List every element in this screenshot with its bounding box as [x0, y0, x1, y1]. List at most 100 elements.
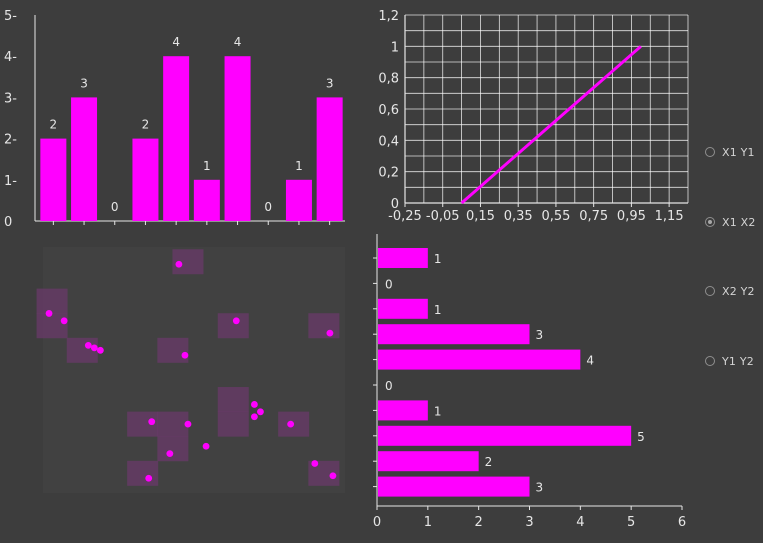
bar-data-label: 0	[385, 277, 393, 291]
bar	[378, 451, 479, 472]
y-tick-label: 1-	[4, 174, 17, 189]
x-tick-label: 0,95	[617, 209, 646, 224]
scatter-point	[166, 450, 174, 458]
radio-x2-y2[interactable]: X2 Y2	[705, 281, 755, 301]
bar-data-label: 2	[485, 455, 493, 469]
plot-area	[43, 247, 345, 493]
scatter-point	[251, 401, 258, 408]
y-tick-label: 0,6	[378, 103, 399, 118]
x-tick-label: 0,15	[466, 209, 495, 224]
y-tick-label: 5-	[4, 9, 17, 24]
bar-data-label: 1	[434, 303, 442, 317]
heat-cell	[217, 411, 249, 437]
scatter-point	[45, 310, 53, 317]
x-tick-label: 1,15	[655, 209, 684, 224]
radio-label: X1 X2	[722, 215, 756, 229]
bar-data-label: 2	[142, 118, 150, 132]
bar	[378, 349, 581, 370]
x-tick-label: -0,05	[426, 209, 460, 224]
bar-data-label: 5	[637, 430, 645, 444]
radio-label: Y1 Y2	[722, 354, 754, 368]
x-tick-label: 0	[373, 515, 381, 530]
bar	[378, 298, 428, 319]
heat-cell	[157, 411, 189, 437]
radio-x1-y1[interactable]: X1 Y1	[705, 142, 755, 162]
scatter-point	[184, 420, 192, 428]
horizontal-bar-chart: 0 1 2 3 4 5 6 1 0 1 3 4 0 1 5 2 3	[373, 234, 686, 530]
x-tick-label: 3	[525, 515, 533, 530]
scatter-point	[60, 317, 68, 325]
bar	[193, 179, 220, 221]
scatter-point	[175, 260, 183, 268]
y-tick-label: 1,2	[378, 9, 399, 24]
bar	[71, 97, 98, 221]
radio-circle-icon	[705, 356, 715, 366]
scatter-point	[145, 474, 153, 482]
heat-cell	[308, 313, 340, 339]
scatter-point	[287, 420, 295, 428]
radio-y1-y2[interactable]: Y1 Y2	[705, 351, 754, 371]
scatter-heatmap-chart	[36, 247, 345, 493]
radio-label: X2 Y2	[722, 284, 755, 298]
bar-data-label: 0	[111, 200, 119, 214]
scatter-point	[84, 342, 92, 349]
scatter-point	[257, 408, 264, 416]
x-tick-label: 0,55	[541, 209, 570, 224]
bar	[285, 179, 312, 221]
bar-data-label: 1	[295, 159, 303, 173]
radio-x1-x2[interactable]: X1 X2	[705, 212, 756, 232]
heat-cell	[157, 337, 189, 363]
bar	[163, 56, 190, 222]
y-tick-label: 1	[391, 40, 399, 55]
scatter-point	[326, 329, 334, 337]
x-tick-label: 0,75	[579, 209, 608, 224]
vertical-bar-chart: 0 1- 2- 3- 4- 5- 2 3 0 2 4 1 4 0 1 3	[4, 9, 345, 230]
bar-data-label: 3	[536, 328, 544, 342]
y-tick-label: 4-	[4, 50, 17, 65]
bar-data-label: 3	[536, 481, 544, 495]
bar-data-label: 1	[203, 159, 211, 173]
scatter-point	[90, 344, 98, 352]
bar	[316, 97, 343, 221]
scatter-point	[96, 346, 104, 354]
heat-cell	[127, 460, 159, 486]
x-tick-label: 4	[576, 515, 584, 530]
radio-circle-icon	[705, 286, 715, 296]
bar	[224, 56, 251, 222]
heat-cell	[36, 313, 68, 339]
y-tick-label: 0,8	[378, 72, 399, 87]
bar	[378, 476, 530, 497]
heat-cell	[157, 436, 189, 462]
scatter-point	[232, 317, 240, 325]
bar	[378, 400, 428, 421]
bar-data-label: 4	[586, 354, 594, 368]
radio-circle-icon	[705, 217, 715, 227]
x-tick-label: 0,35	[504, 209, 533, 224]
bar	[378, 425, 632, 446]
y-tick-label: 0,2	[378, 166, 399, 181]
bar-data-label: 4	[172, 35, 180, 49]
bar-data-label: 4	[234, 35, 242, 49]
heat-cell	[217, 387, 249, 413]
scatter-point	[329, 472, 337, 480]
scatter-point	[311, 460, 319, 467]
line-chart: 0 0,2 0,4 0,6 0,8 1 1,2 -0,25 -0,05 0,15 0,35 0,55 0…	[378, 9, 689, 224]
bar-data-label: 3	[80, 76, 88, 90]
scatter-point	[251, 413, 258, 421]
x-tick-label: 2	[475, 515, 483, 530]
heat-cell	[36, 288, 68, 314]
y-tick-label: 0,4	[378, 134, 399, 149]
scatter-point	[202, 442, 210, 450]
series-line	[460, 45, 642, 205]
y-tick-label: 0	[4, 215, 12, 230]
x-tick-label: -0,25	[388, 209, 422, 224]
x-tick-label: 6	[678, 515, 686, 530]
scatter-point	[181, 351, 189, 359]
x-tick-label: 5	[627, 515, 635, 530]
radio-label: X1 Y1	[722, 145, 755, 159]
bar	[378, 324, 530, 345]
radio-circle-icon	[705, 147, 715, 157]
scatter-point	[148, 418, 156, 426]
bar-data-label: 3	[326, 76, 334, 90]
bar-data-label: 2	[50, 118, 58, 132]
